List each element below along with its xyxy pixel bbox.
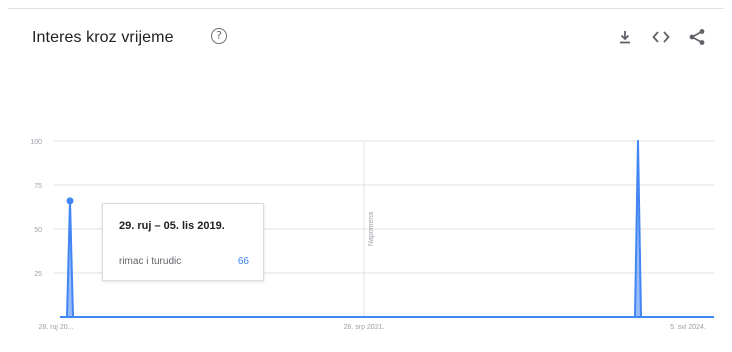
y-tick-label: 50 — [34, 227, 42, 234]
help-circle-icon[interactable]: ? — [211, 28, 227, 44]
series-spike — [66, 199, 74, 318]
note-label: Napomena — [368, 212, 375, 246]
chart-svg: 100 75 50 25 Napomena 28. ruj 20... 26. srp 20… — [30, 139, 714, 331]
share-icon[interactable] — [684, 25, 710, 49]
x-tick-label: 26. srp 2021. — [344, 324, 385, 331]
interest-over-time-card: 100 75 50 25 Napomena 28. ruj 20... 26. srp 20… — [8, 8, 724, 344]
highlight-point — [66, 197, 74, 205]
data-tooltip: 29. ruj – 05. lis 2019. rimac i turudic … — [102, 203, 264, 281]
download-icon[interactable] — [612, 25, 638, 49]
tooltip-value: 66 — [237, 256, 249, 267]
series-spike — [634, 140, 642, 318]
card-header: Interes kroz vrijeme ? — [8, 9, 724, 57]
embed-code-icon[interactable] — [648, 25, 674, 49]
y-tick-label: 25 — [34, 271, 42, 278]
y-tick-label: 75 — [34, 183, 42, 190]
x-tick-label: 5. svi 2024. — [670, 324, 706, 331]
card-actions — [612, 25, 710, 49]
tooltip-date: 29. ruj – 05. lis 2019. — [119, 220, 225, 232]
x-tick-label: 28. ruj 20... — [38, 324, 73, 331]
tooltip-term: rimac i turudic — [119, 256, 182, 267]
chart: 100 75 50 25 Napomena 28. ruj 20... 26. srp 20… — [8, 9, 724, 345]
card-title: Interes kroz vrijeme — [32, 29, 174, 46]
y-tick-label: 100 — [30, 139, 42, 146]
